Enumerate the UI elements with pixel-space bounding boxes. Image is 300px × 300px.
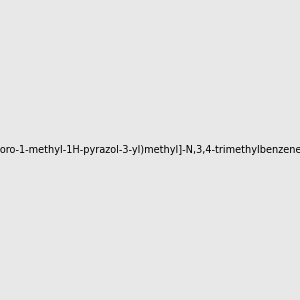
Text: N-[(4,5-dichloro-1-methyl-1H-pyrazol-3-yl)methyl]-N,3,4-trimethylbenzenesulfonam: N-[(4,5-dichloro-1-methyl-1H-pyrazol-3-y…	[0, 145, 300, 155]
